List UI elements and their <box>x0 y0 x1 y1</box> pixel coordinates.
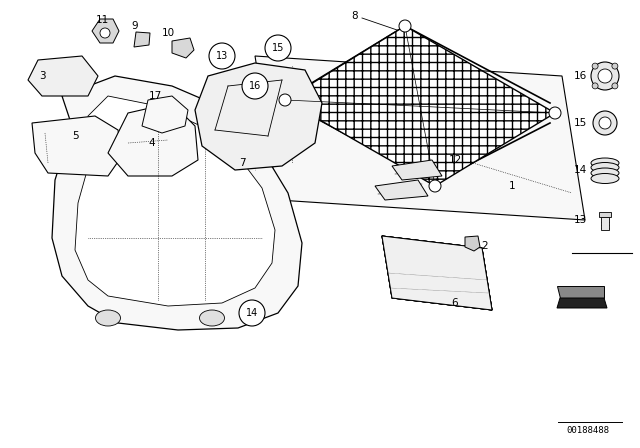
Ellipse shape <box>591 168 619 178</box>
Text: 16: 16 <box>573 71 587 81</box>
Text: 17: 17 <box>148 91 162 101</box>
Polygon shape <box>134 32 150 47</box>
Circle shape <box>429 180 441 192</box>
Circle shape <box>592 63 598 69</box>
Polygon shape <box>375 180 428 200</box>
Text: 15: 15 <box>573 118 587 128</box>
Circle shape <box>265 35 291 61</box>
Polygon shape <box>32 116 122 176</box>
Circle shape <box>612 83 618 89</box>
Circle shape <box>242 73 268 99</box>
Circle shape <box>599 117 611 129</box>
Polygon shape <box>255 56 585 220</box>
Polygon shape <box>382 236 492 310</box>
Polygon shape <box>28 56 98 96</box>
Text: 1: 1 <box>509 181 515 191</box>
Circle shape <box>593 111 617 135</box>
Text: 11: 11 <box>95 15 109 25</box>
Circle shape <box>279 94 291 106</box>
Ellipse shape <box>591 173 619 184</box>
Text: 6: 6 <box>452 298 458 308</box>
Polygon shape <box>75 96 275 306</box>
Polygon shape <box>601 217 609 230</box>
Circle shape <box>239 300 265 326</box>
Polygon shape <box>382 236 492 310</box>
Text: 16: 16 <box>249 81 261 91</box>
Ellipse shape <box>200 310 225 326</box>
Text: 7: 7 <box>239 158 245 168</box>
Circle shape <box>591 62 619 90</box>
Polygon shape <box>557 298 607 308</box>
Circle shape <box>399 20 411 32</box>
Text: 9: 9 <box>132 21 138 31</box>
Circle shape <box>549 107 561 119</box>
Circle shape <box>100 28 110 38</box>
Text: 12: 12 <box>449 155 461 165</box>
Polygon shape <box>285 26 555 186</box>
Polygon shape <box>108 103 198 176</box>
Ellipse shape <box>95 310 120 326</box>
Polygon shape <box>392 160 442 180</box>
Polygon shape <box>382 236 492 310</box>
Polygon shape <box>142 96 188 133</box>
Text: 00188488: 00188488 <box>566 426 609 435</box>
Ellipse shape <box>591 158 619 168</box>
Circle shape <box>209 43 235 69</box>
Text: 15: 15 <box>272 43 284 53</box>
Text: 14: 14 <box>573 165 587 175</box>
Circle shape <box>598 69 612 83</box>
Polygon shape <box>382 236 492 310</box>
Text: 3: 3 <box>38 71 45 81</box>
Text: 8: 8 <box>352 11 358 21</box>
Polygon shape <box>52 76 302 330</box>
Polygon shape <box>195 63 322 170</box>
Circle shape <box>592 83 598 89</box>
Polygon shape <box>382 236 492 310</box>
Polygon shape <box>599 212 611 217</box>
Text: 13: 13 <box>216 51 228 61</box>
Text: 2: 2 <box>482 241 488 251</box>
Polygon shape <box>172 38 194 58</box>
Polygon shape <box>92 19 119 43</box>
Polygon shape <box>382 236 492 310</box>
Text: 4: 4 <box>148 138 156 148</box>
Text: 13: 13 <box>573 215 587 225</box>
Polygon shape <box>557 286 604 298</box>
Ellipse shape <box>591 163 619 172</box>
Text: 14: 14 <box>246 308 258 318</box>
Polygon shape <box>465 236 480 251</box>
Circle shape <box>612 63 618 69</box>
Text: 5: 5 <box>72 131 78 141</box>
Text: 10: 10 <box>161 28 175 38</box>
